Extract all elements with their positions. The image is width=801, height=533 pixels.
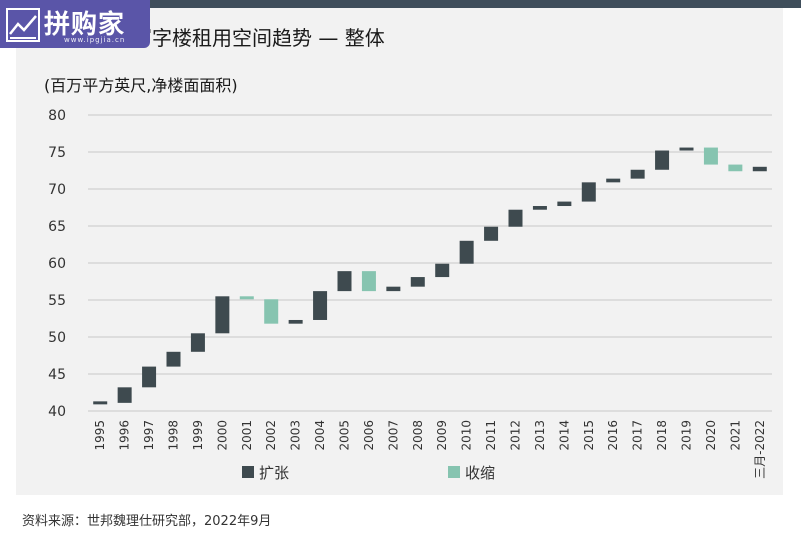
x-tick-label: 2011: [484, 420, 498, 451]
bar-2018: [655, 150, 670, 170]
bar-2004: [313, 291, 328, 320]
watermark-logo: 拼购家 www.ipgjia.cn: [0, 0, 150, 48]
x-tick-label: 2006: [362, 420, 376, 451]
legend-swatch-decrease: [448, 466, 460, 478]
x-tick-label: 2001: [240, 420, 254, 451]
x-tick-label: 2018: [655, 420, 669, 451]
y-tick-label: 55: [48, 293, 66, 309]
y-tick-label: 50: [48, 330, 66, 346]
bar-2002: [264, 299, 279, 324]
bar-1996: [117, 387, 132, 403]
x-tick-label: 1998: [167, 420, 181, 451]
bar-1999: [190, 333, 205, 352]
x-tick-label: 2016: [606, 420, 620, 451]
legend-label-increase: 扩张: [259, 464, 289, 482]
chart-panel: [16, 8, 783, 495]
x-tick-label: 2013: [533, 420, 547, 451]
legend-swatch-increase: [242, 466, 254, 478]
x-tick-label: 2015: [582, 420, 596, 451]
x-tick-label: 1996: [118, 420, 132, 451]
x-tick-label: 2002: [264, 420, 278, 451]
x-tick-label: 2004: [313, 420, 327, 451]
legend-label-decrease: 收缩: [465, 464, 495, 482]
bars: [93, 147, 767, 405]
bar-2009: [435, 263, 450, 278]
y-tick-label: 45: [48, 367, 66, 383]
x-tick-label: 2014: [557, 420, 571, 451]
bar-2015: [581, 182, 596, 202]
bar-1995: [93, 401, 108, 405]
x-tick-label: 2017: [631, 420, 645, 451]
x-tick-label: 2009: [435, 420, 449, 451]
y-tick-label: 75: [48, 145, 66, 161]
bar-2021: [728, 164, 743, 172]
logo-text: 拼购家: [44, 10, 126, 40]
x-tick-label: 2012: [509, 420, 523, 451]
x-axis-ticks: 1995 1996 1997 1998 1999 2000 2001 2002 2003 2004…: [93, 420, 767, 479]
gridlines: [88, 114, 772, 412]
bar-2014: [557, 201, 572, 207]
top-accent-bar: [16, 0, 801, 8]
x-tick-label: 2020: [704, 420, 718, 451]
y-tick-label: 80: [48, 108, 66, 124]
y-axis-unit-label: (百万平方英尺,净楼面面积): [44, 76, 238, 95]
x-tick-label: 1997: [142, 420, 156, 451]
bar-2012: [508, 209, 523, 227]
x-tick-label: 1999: [191, 420, 205, 451]
bar-2019: [679, 147, 694, 151]
y-tick-label: 70: [48, 182, 66, 198]
bar-2020: [703, 147, 718, 165]
bar-2016: [606, 178, 621, 183]
y-tick-label: 60: [48, 256, 66, 272]
x-tick-label: 2008: [411, 420, 425, 451]
source-note: 资料来源：世邦魏理仕研究部，2022年9月: [22, 514, 272, 529]
bar-2003: [288, 319, 303, 324]
x-tick-label: 三月-2022: [753, 420, 767, 479]
y-axis-ticks: 40 45 50 55 60 65 70 75 80: [48, 108, 66, 420]
x-tick-label: 1995: [93, 420, 107, 451]
bar-2000: [215, 296, 230, 334]
bar-2010: [459, 240, 474, 264]
bar-1998: [166, 351, 181, 367]
x-tick-label: 2019: [680, 420, 694, 451]
bar-2011: [484, 226, 499, 241]
bar-2017: [630, 169, 645, 179]
x-tick-label: 2005: [338, 420, 352, 451]
logo-subtext: www.ipgjia.cn: [64, 36, 126, 44]
bar-1997: [142, 366, 157, 388]
x-tick-label: 2021: [728, 420, 742, 451]
bar-2001: [239, 296, 254, 300]
bar-2005: [337, 271, 352, 292]
x-tick-label: 2003: [289, 420, 303, 451]
bar-2013: [532, 206, 547, 210]
bar-2008: [410, 277, 425, 287]
x-tick-label: 2000: [215, 420, 229, 451]
legend: 扩张 收缩: [242, 464, 495, 482]
y-tick-label: 65: [48, 219, 66, 235]
x-tick-label: 2010: [460, 420, 474, 451]
chart-icon: [6, 8, 40, 42]
x-tick-label: 2007: [386, 420, 400, 451]
bar-三月-2022: [752, 166, 767, 172]
bar-2007: [386, 286, 401, 292]
y-tick-label: 40: [48, 404, 66, 420]
bar-2006: [361, 271, 376, 292]
